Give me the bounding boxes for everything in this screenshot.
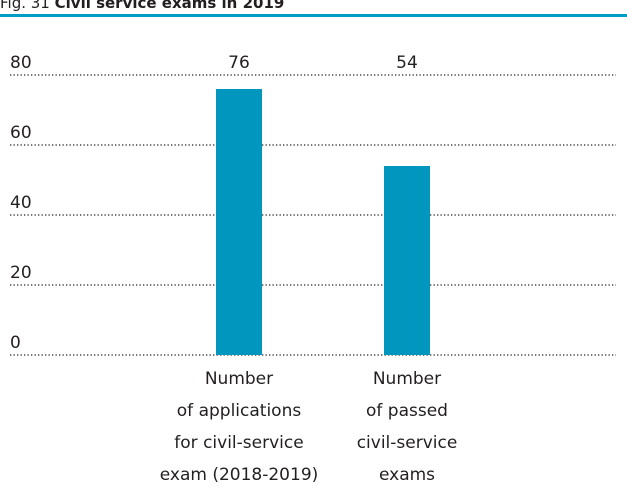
chart-title-text: Civil service exams in 2019: [54, 0, 285, 12]
data-label: 54: [396, 53, 418, 73]
chart-title: Fig. 31 Civil service exams in 2019: [0, 0, 627, 14]
y-tick-label: 80: [10, 53, 32, 73]
x-tick-label: Number: [205, 369, 273, 389]
x-tick-label: of passed: [366, 401, 448, 421]
title-rule: [0, 14, 627, 17]
y-tick-label: 20: [10, 263, 32, 283]
y-tick-label: 60: [10, 123, 32, 143]
y-tick-label: 40: [10, 193, 32, 213]
x-tick-label: for civil-service: [174, 433, 303, 453]
x-tick-label: of applications: [177, 401, 302, 421]
y-tick-label: 0: [10, 333, 21, 353]
bar: [216, 89, 262, 355]
figure-number: Fig. 31: [0, 0, 50, 12]
bar: [384, 166, 430, 355]
data-label: 76: [228, 53, 250, 73]
x-tick-label: Number: [373, 369, 441, 389]
x-tick-label: exams: [379, 465, 435, 485]
x-tick-label: civil-service: [357, 433, 458, 453]
x-tick-label: exam (2018-2019): [160, 465, 319, 485]
